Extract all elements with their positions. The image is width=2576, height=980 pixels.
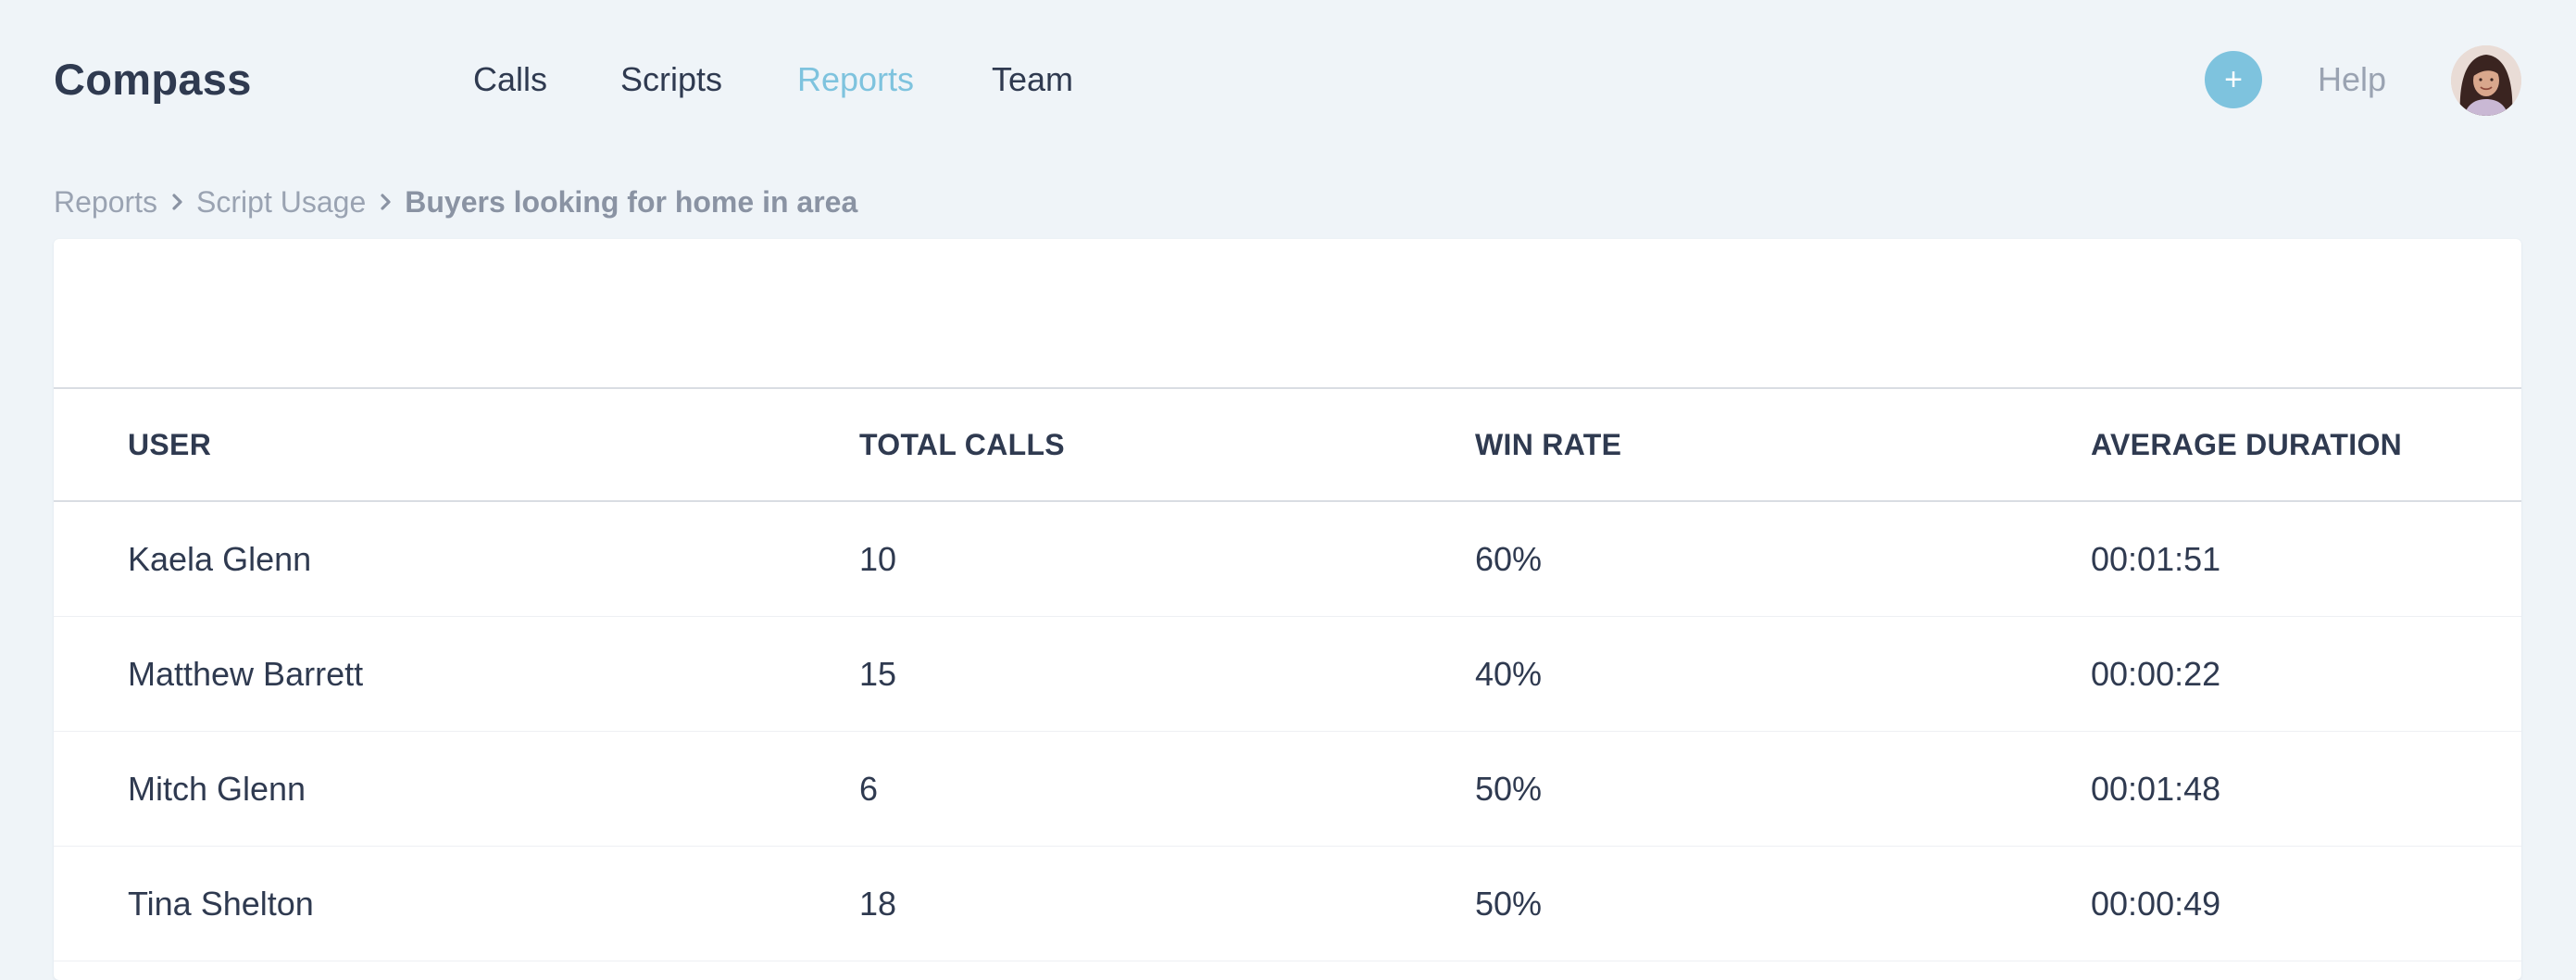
cell-average-duration: 00:00:49	[2091, 885, 2221, 923]
table-row[interactable]: Kaela Glenn 10 60% 00:01:51	[54, 502, 2521, 617]
cell-total-calls: 15	[859, 655, 897, 693]
nav-item-team[interactable]: Team	[992, 60, 1074, 98]
column-header-average-duration[interactable]: AVERAGE DURATION	[2091, 428, 2403, 461]
breadcrumb: Reports Script Usage Buyers looking for …	[54, 182, 857, 222]
help-link[interactable]: Help	[2318, 60, 2387, 98]
cell-average-duration: 00:01:48	[2091, 770, 2221, 808]
chevron-right-icon	[167, 192, 187, 212]
column-header-win-rate[interactable]: WIN RATE	[1475, 428, 1622, 461]
user-avatar[interactable]	[2451, 45, 2521, 116]
cell-user: Kaela Glenn	[128, 540, 312, 578]
nav-item-scripts[interactable]: Scripts	[620, 60, 723, 98]
table-header: USER TOTAL CALLS WIN RATE AVERAGE DURATI…	[54, 389, 2521, 502]
breadcrumb-script-usage[interactable]: Script Usage	[196, 184, 367, 219]
cell-total-calls: 6	[859, 770, 879, 808]
breadcrumb-current-script: Buyers looking for home in area	[405, 184, 858, 219]
chevron-right-icon	[375, 192, 395, 212]
cell-win-rate: 50%	[1475, 770, 1543, 808]
report-card: USER TOTAL CALLS WIN RATE AVERAGE DURATI…	[54, 239, 2521, 980]
column-header-total-calls[interactable]: TOTAL CALLS	[859, 428, 1065, 461]
card-header-area	[54, 239, 2521, 389]
nav-item-reports[interactable]: Reports	[797, 60, 915, 98]
cell-total-calls: 10	[859, 540, 897, 578]
breadcrumb-reports[interactable]: Reports	[54, 184, 158, 219]
cell-total-calls: 18	[859, 885, 897, 923]
avatar-image	[2451, 45, 2521, 116]
cell-average-duration: 00:01:51	[2091, 540, 2221, 578]
top-navbar: Compass Calls Scripts Reports Team + Hel…	[0, 0, 2576, 159]
cell-user: Tina Shelton	[128, 885, 314, 923]
table-row[interactable]: Matthew Barrett 15 40% 00:00:22	[54, 617, 2521, 732]
cell-average-duration: 00:00:22	[2091, 655, 2221, 693]
cell-user: Matthew Barrett	[128, 655, 364, 693]
table-row[interactable]: Mitch Glenn 6 50% 00:01:48	[54, 732, 2521, 847]
plus-icon: +	[2224, 62, 2243, 97]
add-button[interactable]: +	[2205, 51, 2262, 108]
nav-item-calls[interactable]: Calls	[473, 60, 548, 98]
table-body: Kaela Glenn 10 60% 00:01:51 Matthew Barr…	[54, 502, 2521, 961]
cell-user: Mitch Glenn	[128, 770, 306, 808]
table-row[interactable]: Tina Shelton 18 50% 00:00:49	[54, 847, 2521, 961]
cell-win-rate: 40%	[1475, 655, 1543, 693]
cell-win-rate: 60%	[1475, 540, 1543, 578]
cell-win-rate: 50%	[1475, 885, 1543, 923]
app-logo[interactable]: Compass	[54, 55, 252, 104]
column-header-user[interactable]: USER	[128, 428, 212, 461]
